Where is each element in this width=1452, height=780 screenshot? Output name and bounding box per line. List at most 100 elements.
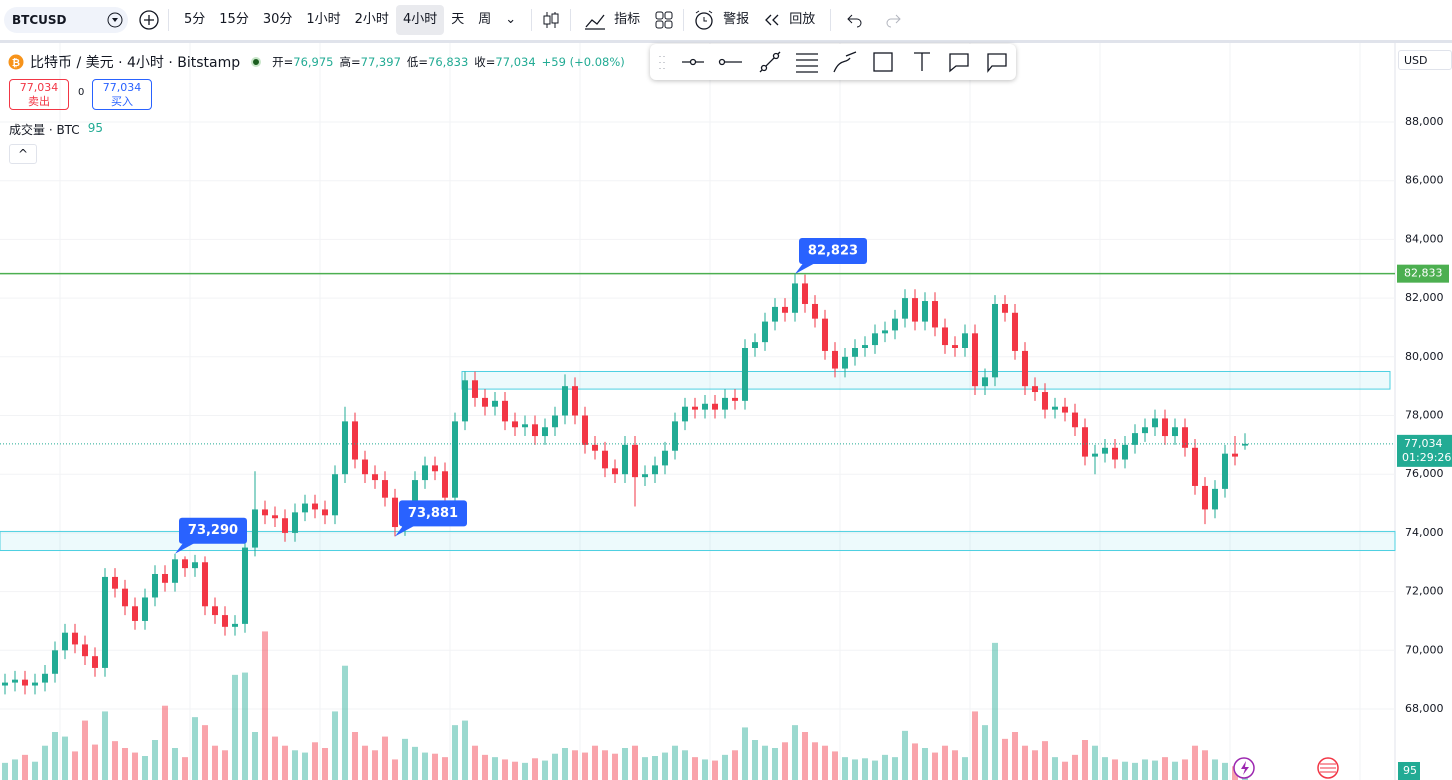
- candle-body: [702, 403, 708, 410]
- collapse-button[interactable]: ^: [9, 144, 37, 164]
- layout-icon[interactable]: [653, 9, 675, 31]
- candle-body: [152, 573, 158, 598]
- replay[interactable]: 回放: [789, 12, 816, 27]
- interval[interactable]: 周: [478, 12, 492, 27]
- candle-body: [2, 682, 8, 686]
- candle-body: [372, 474, 378, 481]
- volume-bar: [752, 740, 758, 780]
- volume-bar: [522, 762, 528, 780]
- volume-bar: [1132, 762, 1138, 780]
- candle-body: [612, 468, 618, 475]
- volume-bar: [832, 751, 838, 780]
- candle-body: [62, 632, 68, 651]
- candle-body: [492, 400, 498, 407]
- candle-body: [482, 397, 488, 407]
- candle-body: [302, 503, 308, 513]
- candle-body: [602, 450, 608, 469]
- interval[interactable]: 5分: [184, 12, 206, 27]
- candle-body: [652, 465, 658, 475]
- price-marker: 82,823: [795, 237, 867, 274]
- candle-body: [182, 559, 188, 569]
- volume-bar: [542, 760, 548, 780]
- interval[interactable]: 15分: [219, 12, 249, 27]
- volume-bar: [362, 745, 368, 780]
- drawing-toolbar: [650, 44, 1016, 80]
- volume-bar: [152, 740, 158, 780]
- volume-bar: [272, 736, 278, 780]
- volume-bar: [852, 759, 858, 780]
- symbol-search[interactable]: BTCUSD: [4, 7, 128, 33]
- candle-body: [692, 406, 698, 410]
- volume-bar: [82, 720, 88, 780]
- candle-body: [562, 386, 568, 416]
- interval[interactable]: 1小时: [306, 12, 341, 27]
- volume-bar: [422, 752, 428, 780]
- replay-icon[interactable]: [762, 10, 782, 30]
- volume-bar: [112, 741, 118, 780]
- undo[interactable]: [845, 10, 865, 30]
- volume-bar: [1092, 745, 1098, 780]
- candle-icon[interactable]: [540, 9, 562, 31]
- alert-icon[interactable]: [692, 8, 716, 32]
- volume-bar: [262, 631, 268, 780]
- candle-body: [932, 301, 938, 328]
- candle-body: [12, 679, 18, 683]
- coin-icon: ₿: [8, 54, 24, 70]
- candle-body: [732, 397, 738, 401]
- candle-body: [242, 547, 248, 624]
- candle-body: [592, 444, 598, 451]
- indicators[interactable]: 指标: [614, 12, 641, 27]
- y-tick-label: 86,000: [1405, 174, 1444, 187]
- volume-bar: [1062, 761, 1068, 780]
- volume-bar: [1022, 745, 1028, 780]
- volume-bar: [1052, 757, 1058, 780]
- redo[interactable]: [883, 10, 903, 30]
- volume-bar: [562, 748, 568, 780]
- icon: [107, 12, 122, 28]
- candle-body: [1002, 303, 1008, 313]
- candle-body: [132, 606, 138, 621]
- candle-body: [392, 497, 398, 528]
- volume-bar: [392, 759, 398, 780]
- candle-body: [1122, 444, 1128, 460]
- candle-body: [442, 471, 448, 498]
- volume-bar: [532, 758, 538, 780]
- dropdown[interactable]: ⌄: [505, 12, 517, 27]
- volume-bar: [332, 711, 338, 780]
- volume-bar: [732, 750, 738, 780]
- interval[interactable]: 2小时: [354, 12, 389, 27]
- candle-body: [1192, 447, 1198, 486]
- marker-box: [179, 517, 247, 544]
- candle-body: [852, 348, 858, 357]
- buy-button[interactable]: 77,034 买入: [92, 79, 152, 110]
- volume-bar: [702, 759, 708, 780]
- candle-body: [332, 474, 338, 516]
- candle-body: [1092, 453, 1098, 457]
- alert[interactable]: 警报: [723, 12, 750, 27]
- marker-label: 82,823: [808, 243, 858, 258]
- candle-body: [842, 356, 848, 369]
- spread: 0: [78, 87, 85, 98]
- legend: ₿ 比特币 / 美元 · 4小时 · Bitstamp 开=76,975 高=77…: [8, 52, 625, 72]
- candle-body: [992, 303, 998, 378]
- interval[interactable]: 4小时: [395, 5, 445, 35]
- candle-body: [222, 615, 228, 627]
- indicator-icon[interactable]: [583, 9, 607, 31]
- interval[interactable]: 天: [451, 12, 465, 27]
- sell-button[interactable]: 77,034 卖出: [9, 79, 69, 110]
- volume-bar: [1142, 759, 1148, 780]
- volume-bar: [382, 736, 388, 780]
- volume-bar: [482, 754, 488, 780]
- currency-select[interactable]: USD: [1398, 50, 1452, 70]
- volume-bar: [452, 725, 458, 780]
- add-icon[interactable]: [138, 9, 160, 31]
- volume-bar: [882, 754, 888, 780]
- interval[interactable]: 30分: [262, 12, 293, 27]
- change: +59 (+0.08%): [541, 55, 625, 69]
- candle-body: [712, 403, 718, 410]
- volume-bar: [1012, 732, 1018, 780]
- ohlc-label: 低=: [406, 55, 429, 69]
- marker-box: [799, 237, 867, 264]
